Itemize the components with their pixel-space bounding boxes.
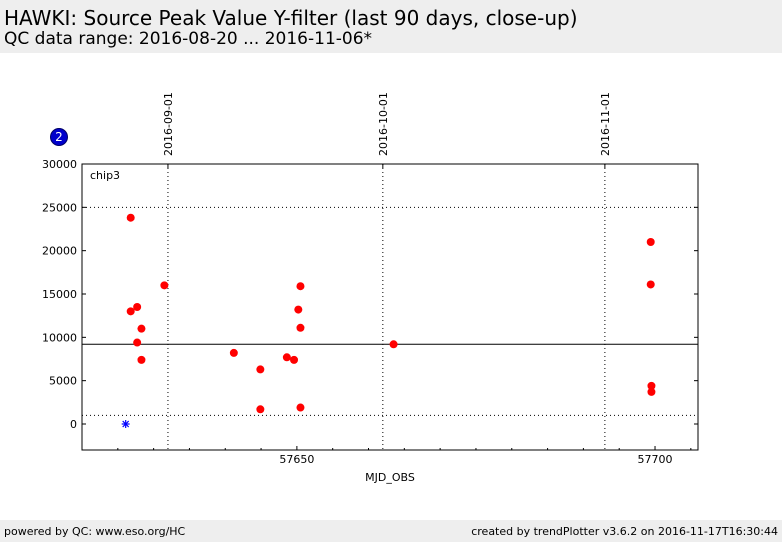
data-point (647, 387, 656, 396)
trend-chart: 0 5000 10000 15000 20000 25000 30000 57650 5770… (42, 92, 699, 466)
data-points (121, 213, 656, 428)
y-tick-label: 25000 (42, 201, 77, 214)
y-tick-label: 0 (70, 418, 77, 431)
plot-frame (81, 163, 699, 451)
date-tick-label: 2016-09-01 (162, 92, 175, 156)
data-point (126, 307, 135, 316)
y-tick-label: 15000 (42, 288, 77, 301)
report-footer: powered by QC: www.eso.org/HC created by… (0, 520, 782, 542)
y-tick-label: 30000 (42, 158, 77, 171)
y-tick-label: 20000 (42, 245, 77, 258)
date-tick-label: 2016-10-01 (377, 92, 390, 156)
y-axis-ticks: 0 5000 10000 15000 20000 25000 30000 (42, 158, 698, 431)
chip-number-badge: 2 (50, 128, 68, 146)
data-point (133, 303, 142, 311)
y-tick-label: 5000 (49, 375, 77, 388)
data-point (294, 305, 303, 314)
footer-created-by: created by trendPlotter v3.6.2 on 2016-1… (471, 525, 778, 538)
footer-powered-by: powered by QC: www.eso.org/HC (4, 525, 186, 538)
data-point (256, 405, 265, 414)
data-point (137, 355, 146, 364)
y-tick-label: 10000 (42, 331, 77, 344)
data-point (137, 324, 146, 333)
date-axis-ticks: 2016-09-01 2016-10-01 2016-11-01 (162, 92, 612, 168)
data-point (296, 282, 305, 291)
data-point (256, 365, 265, 374)
data-point (296, 403, 305, 412)
data-point (133, 338, 142, 347)
report-header: HAWKI: Source Peak Value Y-filter (last … (0, 0, 782, 53)
x-tick-label: 57650 (279, 453, 314, 466)
data-point (290, 355, 299, 364)
x-tick-label: 57700 (638, 453, 673, 466)
data-point (229, 348, 238, 357)
data-point (646, 238, 655, 246)
data-point (282, 353, 291, 362)
date-tick-label: 2016-11-01 (599, 92, 612, 156)
data-point (160, 281, 169, 290)
x-axis-ticks: 57650 57700 (117, 446, 692, 466)
special-marker (121, 420, 130, 428)
page-title: HAWKI: Source Peak Value Y-filter (last … (4, 6, 578, 30)
data-point (126, 213, 135, 222)
data-point (646, 280, 655, 289)
data-point (647, 381, 656, 390)
data-point (296, 323, 305, 332)
data-range-subtitle: QC data range: 2016-08-20 ... 2016-11-06… (4, 29, 373, 49)
reference-lines (82, 206, 698, 416)
panel-label: chip3 (90, 169, 121, 182)
data-point (389, 340, 398, 349)
x-axis-label: MJD_OBS (365, 471, 415, 484)
